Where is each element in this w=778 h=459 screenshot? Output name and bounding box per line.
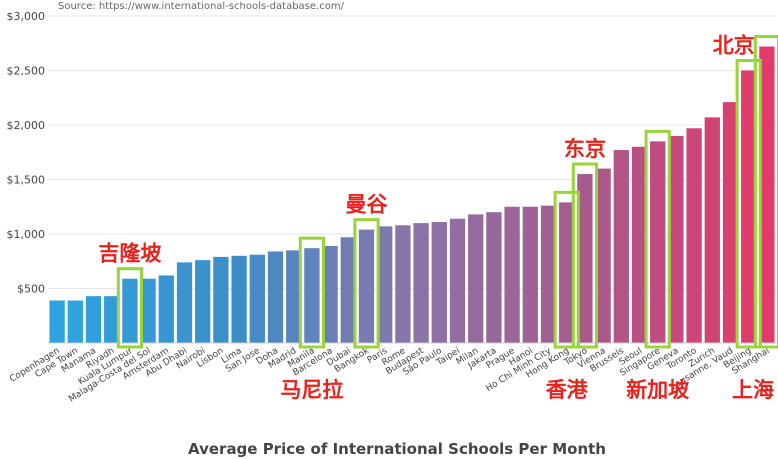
bar-cape-town bbox=[67, 300, 83, 343]
bar-doha bbox=[267, 251, 284, 343]
y-tick-label: $500 bbox=[17, 283, 45, 296]
highlight-box-shanghai bbox=[753, 35, 778, 349]
annotation-hong-kong: 香港 bbox=[546, 378, 589, 402]
y-tick-label: $1,500 bbox=[7, 174, 46, 187]
annotation-singapore: 新加坡 bbox=[626, 378, 689, 402]
bar-manama bbox=[85, 296, 102, 343]
bar-lima bbox=[231, 255, 247, 343]
highlight-box-manila bbox=[298, 236, 325, 349]
bar-san-jose bbox=[249, 254, 265, 343]
bar-sao-paulo bbox=[431, 222, 447, 343]
annotation-tokyo: 东京 bbox=[564, 137, 606, 161]
y-tick-label: $2,500 bbox=[7, 65, 46, 78]
bar-lisbon bbox=[213, 256, 229, 343]
highlight-box-beijing bbox=[735, 59, 762, 349]
highlight-box-bangkok bbox=[353, 218, 380, 349]
bar-hong-kong bbox=[559, 202, 575, 343]
bar-milan bbox=[468, 214, 484, 343]
bar-brussels bbox=[613, 150, 629, 343]
annotation-kuala-lumpur: 吉隆坡 bbox=[98, 242, 161, 266]
bar-barcelona bbox=[322, 245, 338, 343]
source-note: Source: https://www.international-school… bbox=[58, 1, 345, 12]
bar-toronto bbox=[686, 128, 702, 343]
bar-bangkok bbox=[358, 229, 375, 343]
bar-tokyo bbox=[577, 174, 593, 343]
annotation-beijing: 北京 bbox=[713, 34, 755, 58]
bar-prague bbox=[504, 206, 520, 343]
highlight-box-hong-kong bbox=[553, 190, 580, 349]
highlight-box-singapore bbox=[644, 129, 671, 349]
bar-amsterdam bbox=[158, 275, 174, 343]
bar-budapest bbox=[413, 223, 429, 343]
bar-hanoi bbox=[522, 206, 538, 343]
bar-beijing bbox=[741, 70, 757, 343]
bar-shanghai bbox=[759, 46, 775, 344]
bars bbox=[49, 46, 775, 344]
bar-dubai bbox=[340, 237, 356, 343]
bar-ho-chi-minh-city bbox=[540, 205, 557, 343]
highlight-box-tokyo bbox=[571, 162, 598, 349]
bar-abu-dhabi bbox=[176, 262, 193, 343]
bar-rome bbox=[395, 225, 411, 343]
highlight-box-kuala-lumpur bbox=[116, 267, 144, 349]
bar-madrid bbox=[286, 250, 302, 343]
annotation-manila: 马尼拉 bbox=[280, 378, 343, 402]
bar-jakarta bbox=[486, 212, 502, 343]
y-tick-label: $2,000 bbox=[7, 119, 46, 132]
bar-nairobi bbox=[195, 260, 211, 343]
highlight-boxes bbox=[116, 35, 778, 349]
y-tick-label: $3,000 bbox=[7, 10, 46, 23]
y-axis-ticks: $500 $1,000 $1,500 $2,000 $2,500 $3,000 bbox=[7, 10, 46, 296]
bar-paris bbox=[377, 226, 393, 343]
bar-copenhagen bbox=[49, 300, 65, 343]
bar-lausanne-vaud bbox=[722, 102, 739, 343]
bar-kuala-lumpur bbox=[122, 278, 138, 343]
annotation-bangkok: 曼谷 bbox=[346, 193, 389, 217]
bar-geneva bbox=[668, 135, 684, 343]
bar-seoul bbox=[631, 146, 648, 343]
bar-zurich bbox=[704, 117, 720, 344]
annotation-shanghai: 上海 bbox=[732, 378, 774, 402]
bar-malaga-costa-del-sol bbox=[140, 278, 156, 343]
bar-vienna bbox=[595, 168, 611, 343]
chart-title: Average Price of International Schools P… bbox=[188, 440, 606, 458]
bar-singapore bbox=[650, 141, 666, 343]
y-tick-label: $1,000 bbox=[7, 228, 46, 241]
bar-riyadh bbox=[104, 296, 120, 343]
bar-taipei bbox=[449, 218, 466, 343]
bar-manila bbox=[304, 248, 320, 343]
